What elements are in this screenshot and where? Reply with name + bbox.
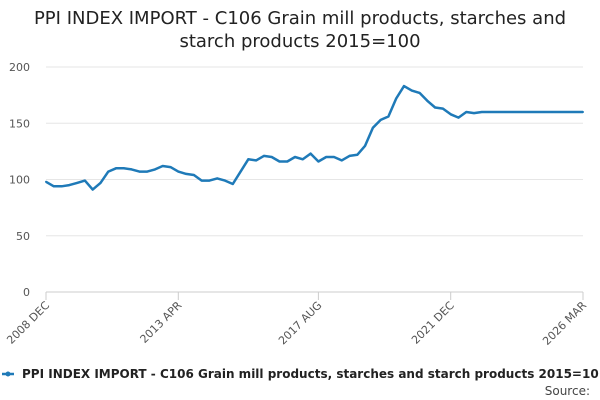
series-layer xyxy=(45,84,584,191)
data-point[interactable] xyxy=(224,179,226,182)
data-point[interactable] xyxy=(340,159,343,162)
data-point[interactable] xyxy=(465,111,468,113)
data-point[interactable] xyxy=(68,184,71,187)
data-point[interactable] xyxy=(348,154,351,157)
data-point[interactable] xyxy=(294,156,296,158)
data-point[interactable] xyxy=(146,170,149,173)
data-point[interactable] xyxy=(395,97,398,100)
x-tick-label: 2021 DEC xyxy=(409,299,457,347)
data-point[interactable] xyxy=(488,111,491,113)
data-point[interactable] xyxy=(278,160,281,163)
data-point[interactable] xyxy=(480,111,483,113)
data-point[interactable] xyxy=(185,172,188,175)
data-point[interactable] xyxy=(387,115,390,118)
data-point[interactable] xyxy=(177,170,180,173)
data-point[interactable] xyxy=(216,177,219,180)
data-point[interactable] xyxy=(52,185,55,188)
data-point[interactable] xyxy=(161,165,164,167)
data-point[interactable] xyxy=(192,174,195,176)
data-point[interactable] xyxy=(99,181,102,184)
data-point[interactable] xyxy=(208,179,211,182)
data-point[interactable] xyxy=(558,111,561,113)
data-point[interactable] xyxy=(231,183,234,185)
data-point[interactable] xyxy=(410,89,413,92)
data-point[interactable] xyxy=(550,111,553,113)
data-point[interactable] xyxy=(115,167,117,170)
data-point[interactable] xyxy=(512,111,514,113)
y-tick-label: 100 xyxy=(9,174,30,187)
x-tick-label: 2013 APR xyxy=(138,299,185,346)
y-tick-label: 50 xyxy=(16,230,30,243)
data-point[interactable] xyxy=(434,106,437,109)
data-point[interactable] xyxy=(130,168,133,171)
y-tick-label: 150 xyxy=(9,117,30,130)
data-point[interactable] xyxy=(457,116,460,119)
x-tick-label: 2008 DEC xyxy=(4,299,52,347)
data-point[interactable] xyxy=(239,170,242,173)
x-axis-ticks: 2008 DEC 2013 APR 2017 AUG 2021 DEC 2026 MAR xyxy=(4,292,589,348)
chart-title-line-1: PPI INDEX IMPORT - C106 Grain mill produ… xyxy=(34,8,566,29)
legend-marker-icon xyxy=(5,371,11,377)
data-point[interactable] xyxy=(325,156,328,158)
data-point[interactable] xyxy=(527,111,530,113)
data-point[interactable] xyxy=(286,160,289,163)
data-point[interactable] xyxy=(83,179,86,182)
data-point[interactable] xyxy=(426,99,429,102)
data-point[interactable] xyxy=(91,188,94,191)
x-tick-label: 2026 MAR xyxy=(540,299,589,348)
data-point[interactable] xyxy=(371,126,374,129)
data-point[interactable] xyxy=(122,167,125,170)
data-point[interactable] xyxy=(582,111,584,113)
data-point[interactable] xyxy=(154,168,156,171)
data-point[interactable] xyxy=(535,111,538,113)
data-point[interactable] xyxy=(449,113,452,116)
data-point[interactable] xyxy=(504,111,507,113)
data-point[interactable] xyxy=(309,152,312,155)
data-point[interactable] xyxy=(441,107,444,110)
data-point[interactable] xyxy=(262,154,265,157)
data-point[interactable] xyxy=(379,118,382,121)
series-line[interactable] xyxy=(45,84,583,191)
data-point[interactable] xyxy=(473,112,475,115)
x-tick-label: 2017 AUG xyxy=(276,299,325,348)
chart-title-line-2: starch products 2015=100 xyxy=(179,31,420,52)
data-point[interactable] xyxy=(519,111,522,113)
data-point[interactable] xyxy=(418,91,421,94)
data-point[interactable] xyxy=(496,111,499,113)
legend-label: PPI INDEX IMPORT - C106 Grain mill produ… xyxy=(22,367,599,381)
data-point[interactable] xyxy=(107,170,110,173)
data-point[interactable] xyxy=(200,179,203,182)
data-point[interactable] xyxy=(270,156,273,158)
data-point[interactable] xyxy=(317,160,320,163)
y-tick-label: 200 xyxy=(9,61,30,74)
data-point[interactable] xyxy=(403,85,405,88)
source-label[interactable]: Source: xyxy=(545,384,590,398)
data-point[interactable] xyxy=(574,111,577,113)
legend[interactable]: PPI INDEX IMPORT - C106 Grain mill produ… xyxy=(2,367,599,381)
data-point[interactable] xyxy=(364,144,367,147)
y-tick-label: 0 xyxy=(23,286,30,299)
data-point[interactable] xyxy=(333,156,335,158)
data-point[interactable] xyxy=(301,158,304,161)
data-point[interactable] xyxy=(169,166,172,169)
data-point[interactable] xyxy=(247,158,250,161)
data-point[interactable] xyxy=(356,153,359,156)
data-point[interactable] xyxy=(45,180,47,183)
data-point[interactable] xyxy=(543,111,546,113)
data-point[interactable] xyxy=(76,181,79,184)
y-axis-tick-labels: 0 50 100 150 200 xyxy=(9,61,30,299)
data-point[interactable] xyxy=(255,159,258,162)
data-point[interactable] xyxy=(566,111,569,113)
data-point[interactable] xyxy=(138,170,141,173)
y-gridlines xyxy=(46,66,583,293)
data-point[interactable] xyxy=(60,185,63,188)
